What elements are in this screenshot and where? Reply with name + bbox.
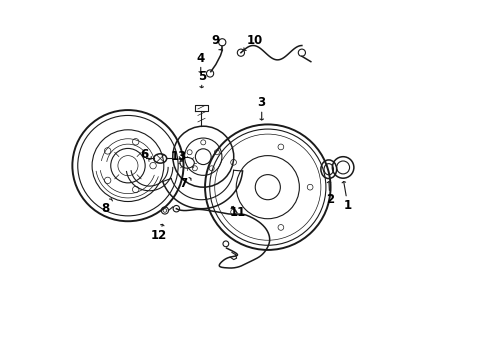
Text: 6: 6 (141, 148, 151, 161)
Text: 8: 8 (101, 199, 112, 215)
Text: 4: 4 (196, 51, 204, 73)
Text: 1: 1 (342, 181, 351, 212)
Text: 11: 11 (229, 206, 245, 220)
Text: 7: 7 (179, 177, 191, 190)
Text: 2: 2 (325, 181, 333, 206)
Text: 12: 12 (151, 224, 167, 242)
Text: 9: 9 (211, 34, 222, 50)
Text: 5: 5 (198, 69, 206, 87)
Text: 10: 10 (244, 34, 263, 50)
Text: 13: 13 (171, 150, 187, 163)
Text: 3: 3 (257, 96, 265, 120)
